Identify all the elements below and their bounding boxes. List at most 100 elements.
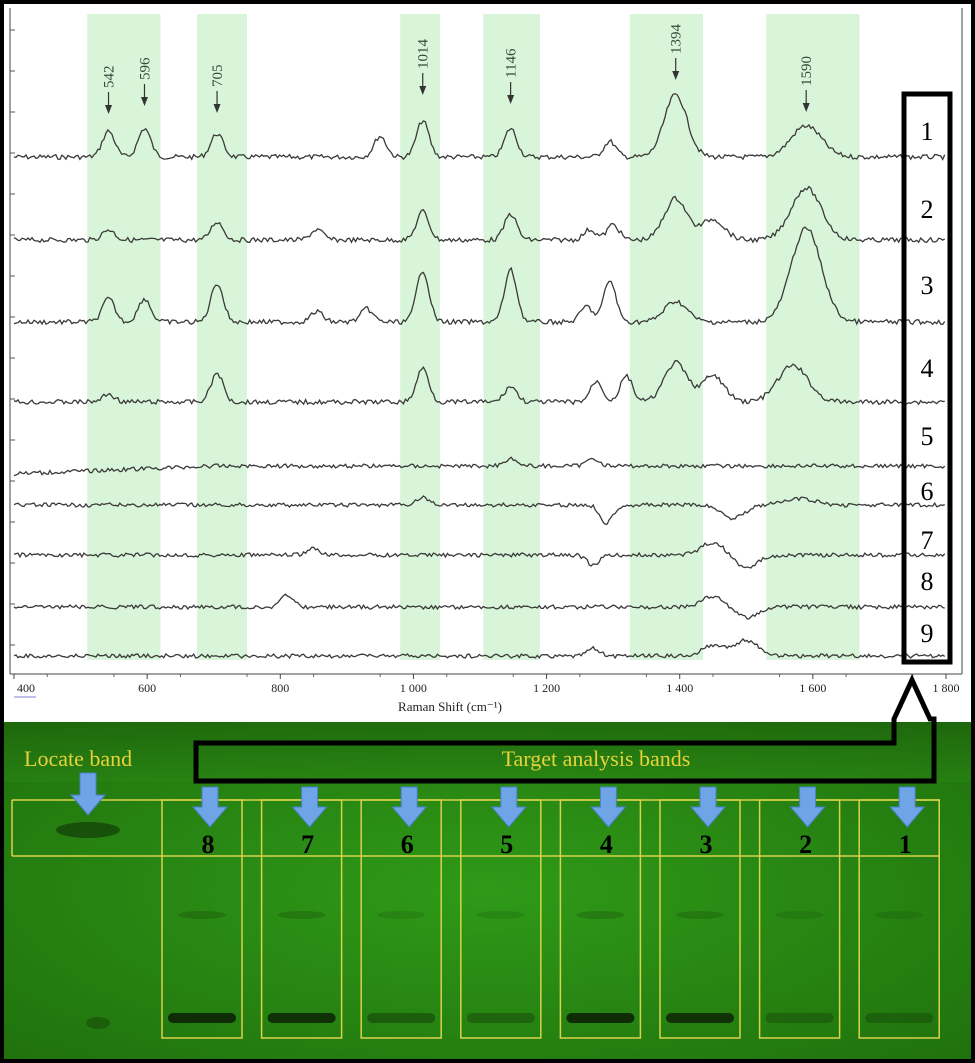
x-tick-label: 1 400 [666,681,693,695]
target-band [566,1013,635,1023]
trace-9 [13,637,946,660]
sample-number-3: 3 [921,271,934,300]
trace-6 [13,495,945,525]
target-band [168,1013,236,1023]
target-band [666,1013,734,1023]
faint-band [178,911,226,919]
peak-label: 1590 [799,56,815,86]
sample-number-4: 4 [921,354,934,383]
band-highlight-2 [197,14,247,660]
lane-number: 2 [799,830,812,859]
x-ticks: 400 600 800 1 000 1 200 1 400 1 600 1 800 [13,674,960,695]
gel-panel: Locate band Target analysis bands 8 7 6 5 4 3… [4,674,971,1059]
x-tick-label: 1 600 [799,681,826,695]
peak-label: 1146 [504,48,520,78]
peak-annotation-542: 542 [102,66,118,114]
faint-band [576,911,625,919]
locate-band-spot [56,822,120,838]
trace-3 [13,226,946,326]
peak-annotation-705: 705 [210,65,226,113]
gel-lane-4: 4 [559,786,642,1039]
sample-number-9: 9 [921,619,934,648]
sample-number-1: 1 [921,117,934,146]
lane-number: 5 [500,830,513,859]
down-arrow-icon [391,786,428,828]
x-tick-label: 1 000 [400,681,427,695]
lane-number: 7 [301,830,314,859]
trace-7 [13,542,946,569]
band-highlight-5 [629,14,704,660]
y-ticks [10,29,15,646]
trace-1 [13,93,946,161]
band-highlight-6 [766,14,860,660]
peak-label: 596 [137,57,153,80]
faint-band [277,911,326,919]
x-tick-label: 1 800 [933,681,960,695]
faint-band [476,911,525,919]
lane-number: 6 [401,830,414,859]
peak-annotations: 542 596 705 1014 1146 1394 1590 [102,24,815,114]
lane-number: 1 [899,830,912,859]
peak-label: 542 [102,66,118,89]
sample-number-7: 7 [921,526,934,555]
down-arrow-icon [490,786,527,828]
target-band [367,1013,436,1023]
peak-annotation-1394: 1394 [669,24,685,80]
trace-2 [13,185,946,244]
down-arrow-icon [590,786,627,828]
trace-8 [13,593,945,620]
sample-number-box [901,91,953,665]
sample-number-5: 5 [921,422,934,451]
x-tick-label: 400 [17,681,35,695]
lane-number: 8 [202,830,215,859]
sample-number-8: 8 [921,567,934,596]
faint-band [377,911,426,919]
x-tick-label: 1 200 [533,681,560,695]
target-band [267,1013,336,1023]
trace-4 [13,360,945,406]
peak-annotation-1014: 1014 [416,39,432,95]
gel-lane-5: 5 [460,786,542,1039]
gel-lane-8: 8 [161,786,243,1039]
target-bracket-arrow [193,674,937,784]
down-arrow-icon [689,786,727,828]
faint-band [775,911,824,919]
down-arrow-icon [889,786,926,828]
spectral-traces [13,93,946,660]
sample-number-6: 6 [921,477,934,506]
band-highlight-4 [483,14,540,660]
gel-lane-3: 3 [659,786,741,1039]
x-tick-label: 800 [271,681,289,695]
target-band [765,1013,834,1023]
down-arrow-icon [291,786,328,828]
band-highlight-1 [87,14,161,660]
x-tick-label: 600 [138,681,156,695]
down-arrow-icon [191,786,229,828]
peak-label: 1014 [416,39,432,70]
peak-label: 705 [210,65,226,88]
down-arrow-icon [789,786,826,828]
locate-arrow-icon [69,772,107,816]
gel-lanes: 8 7 6 5 4 3 2 1 [161,786,940,1039]
sample-number-2: 2 [921,195,934,224]
band-highlight-3 [400,14,441,660]
peak-label: 1394 [669,24,685,55]
x-axis-label: Raman Shift (cm⁻¹) [398,699,502,714]
target-band [466,1013,535,1023]
peak-annotation-1590: 1590 [799,56,815,112]
gel-top-shade [4,722,971,782]
lane-number: 4 [600,830,613,859]
gel-lane-1: 1 [858,786,940,1039]
gel-lane-2: 2 [758,786,841,1039]
locate-lane-spot [86,1017,110,1029]
lane-number: 3 [700,830,713,859]
sample-numbers: 1 2 3 4 5 6 7 8 9 [921,117,934,648]
target-bands-label: Target analysis bands [502,746,691,771]
peak-annotation-596: 596 [137,57,153,106]
locate-band-label: Locate band [24,746,132,771]
faint-band [676,911,724,919]
gel-lane-7: 7 [260,786,343,1039]
faint-band [875,911,924,919]
